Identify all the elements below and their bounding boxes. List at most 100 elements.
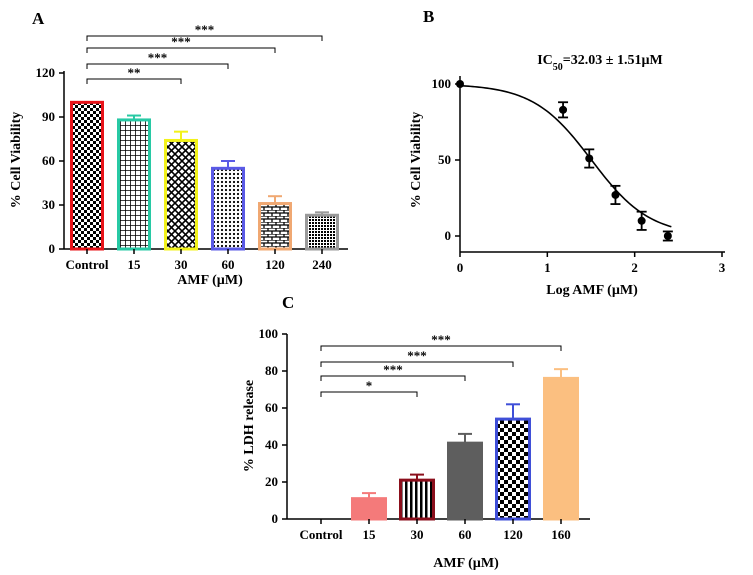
panel-a-significance: *********** [86,22,323,84]
a-x-tick-label: Control [65,257,108,272]
panel-b-axes [459,76,725,253]
a-y-tick-label: 0 [49,241,56,256]
panel-b-letter: B [423,7,434,26]
panel-c-x-ticks: Control 15 30 60 120 160 [299,519,571,542]
b-y-tick-label: 0 [445,228,452,243]
a-y-tick-label: 30 [42,197,55,212]
c-y-tick-label: 20 [265,474,278,489]
b-data-point [559,105,568,114]
c-y-tick-label: 0 [272,511,279,526]
b-data-point-group [662,230,673,242]
c-significance-label: *** [407,348,427,363]
a-y-tick-label: 90 [42,109,55,124]
c-x-tick-label: 160 [551,527,571,542]
panel-c-letter: C [282,293,294,312]
a-bar-fill [165,140,197,249]
a-bar-group [305,211,339,251]
a-bar-group [258,195,292,251]
panel-c-bars [351,368,579,521]
c-bar-group [447,432,483,521]
panel-a-axes [63,71,348,250]
c-y-tick-label: 60 [265,400,278,415]
c-bar-fill [352,498,386,519]
b-x-tick-label: 2 [631,260,638,275]
ic50-annotation: IC50=32.03 ± 1.51µM [537,53,663,73]
b-data-point [663,232,672,240]
a-significance-bracket [86,35,323,41]
b-data-point [585,154,594,163]
c-bar-group [351,492,387,521]
c-x-tick-label: Control [299,527,342,542]
panel-a-y-ticks: 0 30 60 90 120 [36,65,64,256]
panel-c-y-axis-label: % LDH release [242,380,257,472]
a-significance-label: *** [148,50,168,65]
a-significance-label: *** [171,34,191,49]
a-bar-fill [71,102,103,249]
c-bar-fill [496,419,530,519]
c-y-tick-label: 80 [265,363,278,378]
c-x-tick-label: 60 [459,527,472,542]
b-data-point [456,80,464,88]
c-significance-label: * [366,378,373,393]
b-data-point-group [636,210,647,231]
c-significance-bracket [320,361,514,367]
c-bar-fill [400,480,434,519]
a-x-tick-label: 120 [265,257,285,272]
a-bar-fill [259,203,291,249]
a-y-tick-label: 60 [42,153,55,168]
panel-b-fit-curve [459,84,672,228]
panel-c-significance: ********** [320,332,562,397]
ic50-prefix: IC [537,53,553,68]
a-significance-bracket [86,78,182,84]
c-bar-group [543,368,579,521]
a-y-tick-label: 120 [36,65,56,80]
b-data-point [611,190,620,199]
panel-c-y-ticks: 0 20 40 60 80 100 [259,326,287,526]
panel-a-bars [70,100,339,251]
c-bar-fill [448,443,482,519]
c-y-tick-label: 40 [265,437,278,452]
c-x-tick-label: 120 [503,527,523,542]
panel-a-x-ticks: Control 15 30 60 120 240 [65,249,332,272]
panel-a-x-axis-label: AMF (µM) [177,273,243,288]
b-x-tick-label: 3 [719,260,726,275]
a-significance-label: ** [128,65,141,80]
c-significance-label: *** [431,332,451,347]
a-bar-group [211,160,245,251]
a-bar-fill [212,168,244,249]
c-bar-group [495,403,531,521]
c-x-tick-label: 30 [411,527,424,542]
c-y-tick-label: 100 [259,326,279,341]
panel-b-y-axis-label: % Cell Viability [409,112,424,208]
a-significance-bracket [86,63,229,69]
b-x-tick-label: 0 [457,260,464,275]
a-significance-bracket [86,47,276,53]
a-bar-fill [118,119,150,249]
b-data-point-group [456,80,464,88]
panel-b-x-axis-label: Log AMF (µM) [546,283,638,298]
b-data-point-group [610,184,621,205]
b-data-point-group [558,101,569,119]
a-bar-group [70,100,104,251]
a-bar-group [117,114,151,251]
c-bar-group [399,473,435,521]
ic50-value: =32.03 ± 1.51µM [563,53,663,68]
c-significance-bracket [320,345,562,351]
c-significance-label: *** [383,362,403,377]
a-x-tick-label: 60 [222,257,235,272]
panel-a-y-axis-label: % Cell Viability [9,112,24,208]
panel-c-axes [286,334,590,520]
ic50-subscript: 50 [553,62,563,73]
panel-b-y-ticks: 0 50 100 [432,76,460,243]
c-significance-bracket [320,391,418,397]
a-bar-group [164,130,198,251]
a-x-tick-label: 240 [312,257,332,272]
b-data-point-group [584,148,595,169]
panel-b-x-ticks: 0 1 2 3 [457,252,726,275]
c-bar-fill [544,378,578,519]
c-x-tick-label: 15 [363,527,377,542]
